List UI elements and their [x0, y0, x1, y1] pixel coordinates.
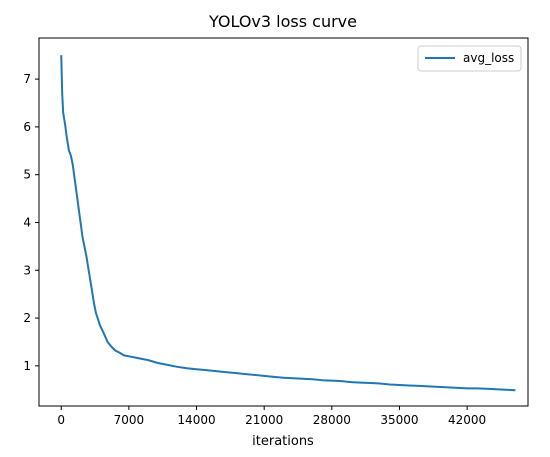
- x-axis: 0 7000 14000 21000 28000 35000 42000: [57, 406, 486, 427]
- y-tick-label: 1: [23, 359, 31, 373]
- y-axis: 1 2 3 4 5 6 7: [23, 72, 39, 373]
- x-tick-label: 35000: [380, 413, 418, 427]
- x-tick-label: 21000: [245, 413, 283, 427]
- legend-box: [417, 45, 522, 72]
- x-tick-label: 14000: [177, 413, 215, 427]
- legend-label-avg_loss: avg_loss: [463, 51, 514, 65]
- y-tick-label: 5: [23, 168, 31, 182]
- x-tick-label: 28000: [313, 413, 351, 427]
- chart-title: YOLOv3 loss curve: [208, 12, 357, 31]
- plot-frame: [38, 37, 529, 407]
- y-tick-label: 2: [23, 311, 31, 325]
- x-axis-label: iterations: [252, 434, 314, 449]
- x-tick-label: 42000: [448, 413, 486, 427]
- x-tick-label: 7000: [114, 413, 145, 427]
- y-tick-label: 6: [23, 120, 31, 134]
- y-tick-label: 7: [23, 72, 31, 86]
- y-tick-label: 4: [23, 215, 31, 229]
- x-tick-label: 0: [57, 413, 65, 427]
- y-tick-label: 3: [23, 263, 31, 277]
- legend: avg_loss: [417, 45, 522, 72]
- series-line-avg_loss: [60, 55, 516, 392]
